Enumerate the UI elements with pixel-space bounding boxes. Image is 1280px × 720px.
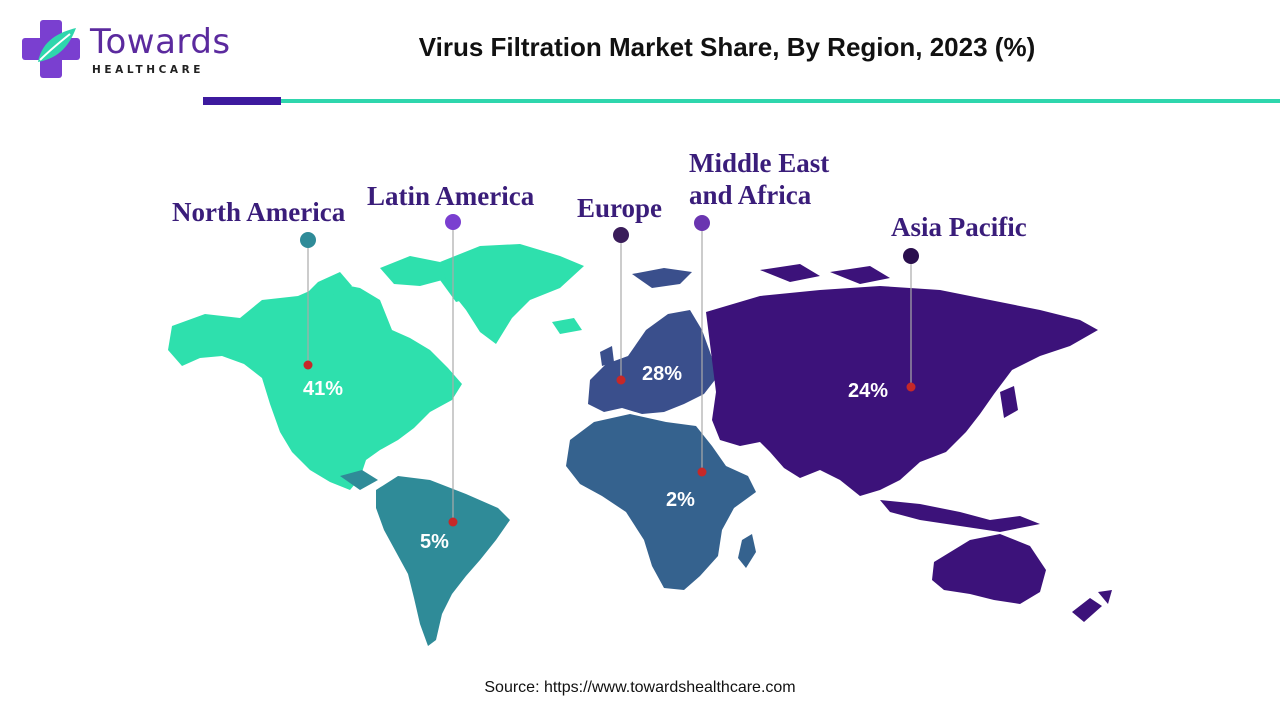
region-middle-east-africa	[566, 414, 756, 590]
region-europe	[588, 268, 718, 414]
title-underline-accent	[203, 97, 281, 105]
value-asia-pacific: 24%	[848, 380, 889, 402]
label-latin-america: Latin America	[367, 181, 535, 211]
label-north-america: North America	[172, 197, 346, 227]
value-middle-east-africa: 2%	[666, 489, 695, 511]
callout-europe	[613, 227, 629, 385]
value-north-america: 41%	[303, 378, 344, 400]
value-latin-america: 5%	[420, 531, 449, 553]
logo-subtitle: HEALTHCARE	[92, 64, 205, 76]
region-latin-america	[340, 470, 510, 646]
source-note: Source: https://www.towardshealthcare.co…	[484, 679, 796, 696]
logo-cross-icon	[22, 20, 80, 78]
region-asia-pacific	[706, 264, 1112, 622]
brand-logo: Towards HEALTHCARE	[20, 18, 240, 80]
value-europe: 28%	[642, 363, 683, 385]
region-north-america	[168, 244, 584, 490]
label-middle-east-africa: Middle East and Africa	[689, 147, 829, 211]
label-asia-pacific: Asia Pacific	[891, 212, 1027, 242]
label-europe: Europe	[577, 193, 663, 223]
callout-middle-east-africa	[694, 215, 710, 477]
chart-title: Virus Filtration Market Share, By Region…	[418, 32, 1036, 62]
callout-north-america	[300, 232, 316, 370]
label-middle-east-line1: Middle East	[689, 148, 830, 178]
callout-latin-america	[445, 214, 461, 527]
logo-wordmark: Towards	[90, 22, 231, 62]
label-middle-east-line2: and Africa	[689, 180, 812, 210]
callout-asia-pacific	[903, 248, 919, 392]
title-underline	[281, 99, 1280, 103]
